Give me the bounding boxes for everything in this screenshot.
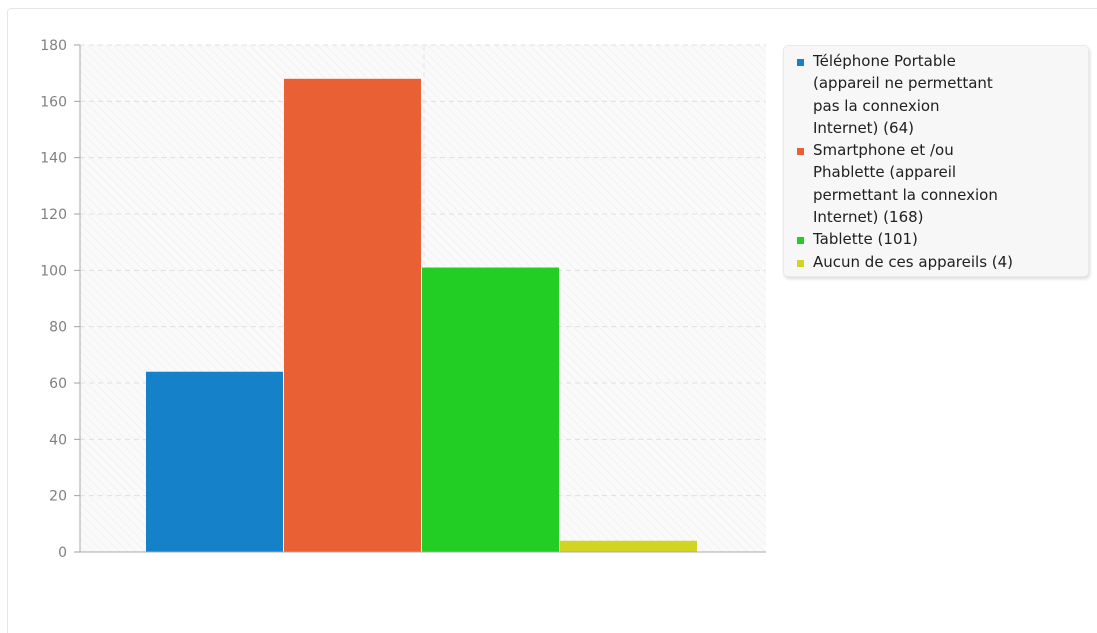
axes (74, 44, 766, 553)
legend-swatch (797, 237, 804, 245)
y-tick-label: 60 (49, 376, 67, 392)
chart-card (7, 8, 1097, 633)
y-tick-label: 120 (40, 207, 67, 223)
legend-label: Aucun de ces appareils (4) (813, 252, 1014, 271)
y-tick-labels: 0 20 40 60 80 100 120 140 160 180 (40, 38, 67, 561)
legend-label: pas la connexion (813, 96, 940, 115)
legend: Téléphone Portable (appareil ne permettan… (783, 45, 1089, 277)
legend-swatch (797, 59, 804, 66)
y-tick-label: 20 (49, 489, 67, 505)
legend-item[interactable]: Aucun de ces appareils (4) (794, 251, 1080, 273)
bar[interactable] (284, 78, 421, 553)
y-tick-label: 100 (40, 263, 67, 279)
legend-swatch (797, 148, 804, 156)
legend-label: Internet) (64) (813, 118, 914, 137)
bars (146, 78, 697, 553)
legend-label: Internet) (168) (813, 208, 924, 227)
legend-item[interactable]: Tablette (101) (794, 228, 1080, 250)
bar[interactable] (422, 267, 559, 552)
y-tick-label: 160 (40, 94, 67, 110)
y-tick-label: 0 (58, 545, 67, 561)
legend-label: permettant la connexion (813, 185, 998, 204)
y-tick-label: 140 (40, 151, 67, 167)
legend-item[interactable]: Smartphone et /ou Phablette (appareil perm… (794, 139, 1080, 228)
legend-label: Téléphone Portable (813, 52, 956, 70)
y-tick-label: 40 (49, 432, 67, 448)
y-tick-label: 80 (49, 320, 67, 336)
legend-swatch (797, 259, 804, 267)
legend-label: Smartphone et /ou (813, 141, 954, 160)
legend-item[interactable]: Téléphone Portable (appareil ne permettan… (794, 50, 1080, 139)
bar[interactable] (560, 540, 697, 552)
y-tick-label: 180 (40, 38, 67, 54)
legend-label: Tablette (101) (813, 230, 918, 249)
bar[interactable] (146, 371, 283, 552)
legend-label: (appareil ne permettant (813, 74, 993, 93)
legend-label: Phablette (appareil (813, 163, 957, 182)
